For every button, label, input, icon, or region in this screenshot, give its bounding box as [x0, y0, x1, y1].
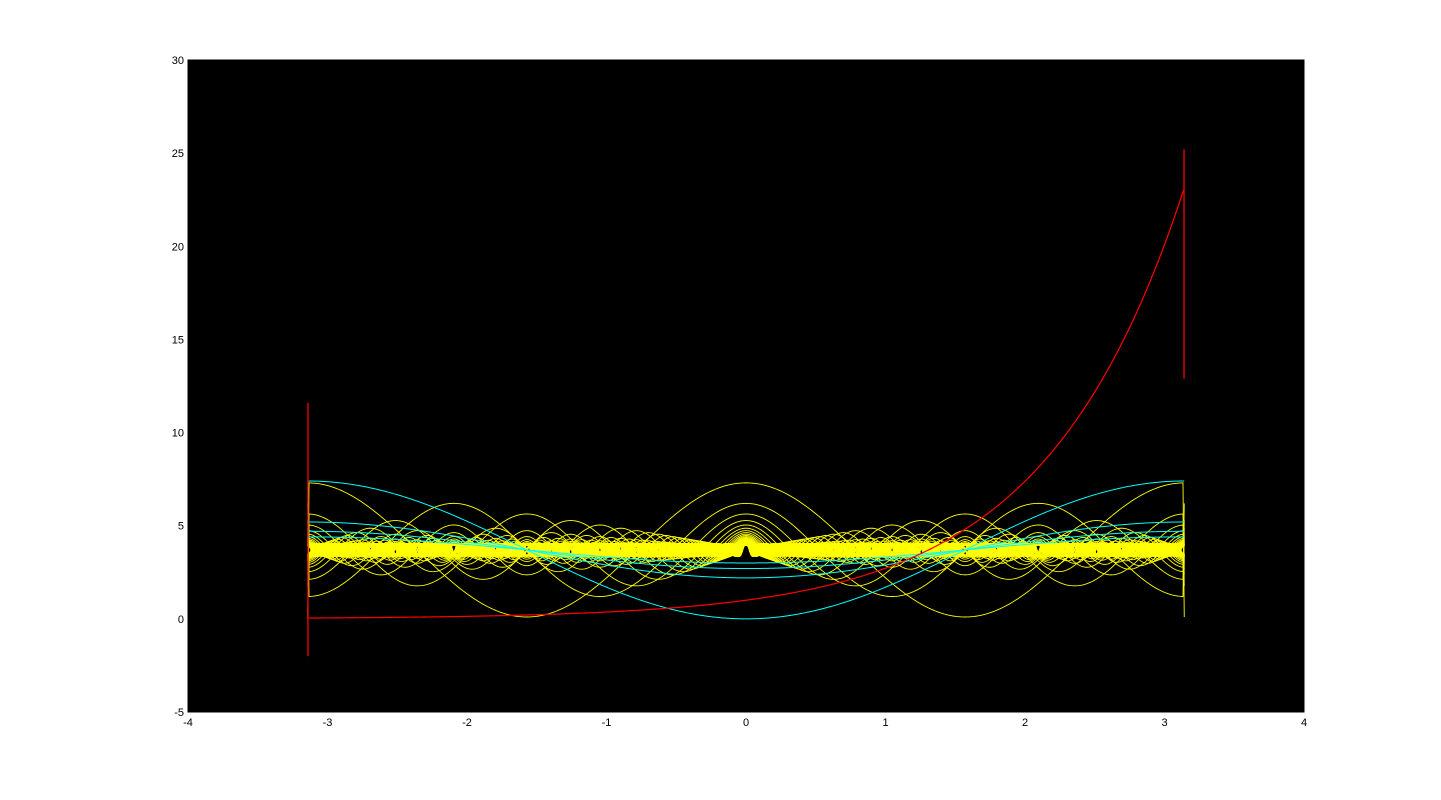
yellow-curve: [307, 502, 1185, 597]
x-tick-label: 0: [743, 717, 749, 729]
plot-frame: [187, 59, 1305, 713]
x-tick-label: 2: [1022, 717, 1028, 729]
y-tick-label: 20: [172, 241, 184, 253]
y-tick-label: 15: [172, 334, 184, 346]
x-tick-label: -1: [602, 717, 612, 729]
yellow-curve: [307, 533, 1185, 567]
y-tick-label: 0: [178, 614, 184, 626]
yellow-curve: [307, 524, 1185, 576]
chart-curves: [307, 149, 1185, 657]
x-tick-label: 1: [882, 717, 888, 729]
x-tick-label: 4: [1301, 717, 1307, 729]
plot-area: [188, 60, 1304, 712]
y-tick-label: 10: [172, 428, 184, 440]
yellow-curve: [307, 542, 1185, 558]
yellow-curve: [307, 535, 1185, 565]
yellow-curve: [307, 482, 1185, 618]
yellow-curve: [307, 520, 1185, 580]
y-tick-label: 25: [172, 148, 184, 160]
x-axis-ticks: -4 -3 -2 -1 0 1 2 3 4: [183, 707, 1307, 729]
cyan-curve: [307, 536, 1185, 564]
y-tick-label: 30: [172, 55, 184, 67]
yellow-curve: [307, 513, 1185, 587]
red-curve: [307, 188, 1185, 619]
yellow-curve: [307, 530, 1185, 570]
y-axis-ticks: -5 0 5 10 15 20 25 30: [172, 55, 193, 719]
x-tick-label: -4: [183, 717, 193, 729]
x-tick-label: -3: [323, 717, 333, 729]
yellow-curve: [307, 527, 1185, 573]
x-tick-label: 3: [1161, 717, 1167, 729]
cyan-curve: [307, 530, 1185, 570]
cyan-curve: [307, 480, 1185, 620]
yellow-curve: [307, 538, 1185, 562]
cyan-curve: [307, 521, 1185, 579]
y-tick-label: -5: [174, 707, 184, 719]
yellow-curve: [307, 537, 1185, 563]
y-tick-label: 5: [178, 521, 184, 533]
yellow-curve: [307, 536, 1185, 564]
x-tick-label: -2: [462, 717, 472, 729]
yellow-curve: [307, 532, 1185, 568]
